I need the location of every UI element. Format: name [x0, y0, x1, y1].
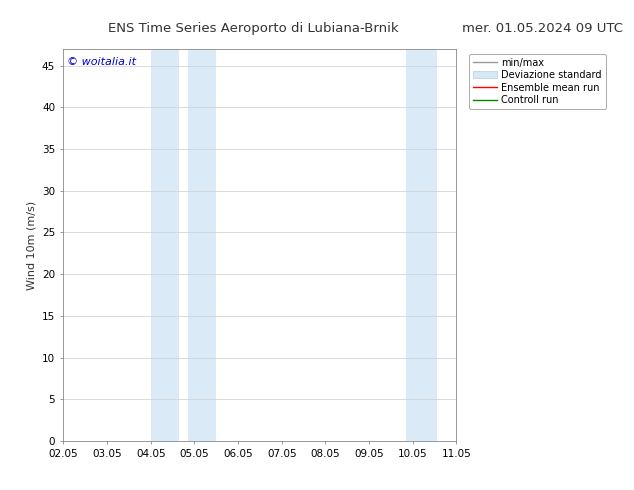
Text: ENS Time Series Aeroporto di Lubiana-Brnik: ENS Time Series Aeroporto di Lubiana-Brn… [108, 22, 399, 35]
Y-axis label: Wind 10m (m/s): Wind 10m (m/s) [26, 200, 36, 290]
Bar [188, 49, 216, 441]
Bar [151, 49, 179, 441]
Legend: min/max, Deviazione standard, Ensemble mean run, Controll run: min/max, Deviazione standard, Ensemble m… [469, 54, 605, 109]
Text: © woitalia.it: © woitalia.it [67, 57, 136, 67]
Text: mer. 01.05.2024 09 UTC: mer. 01.05.2024 09 UTC [462, 22, 623, 35]
Bar [406, 49, 437, 441]
